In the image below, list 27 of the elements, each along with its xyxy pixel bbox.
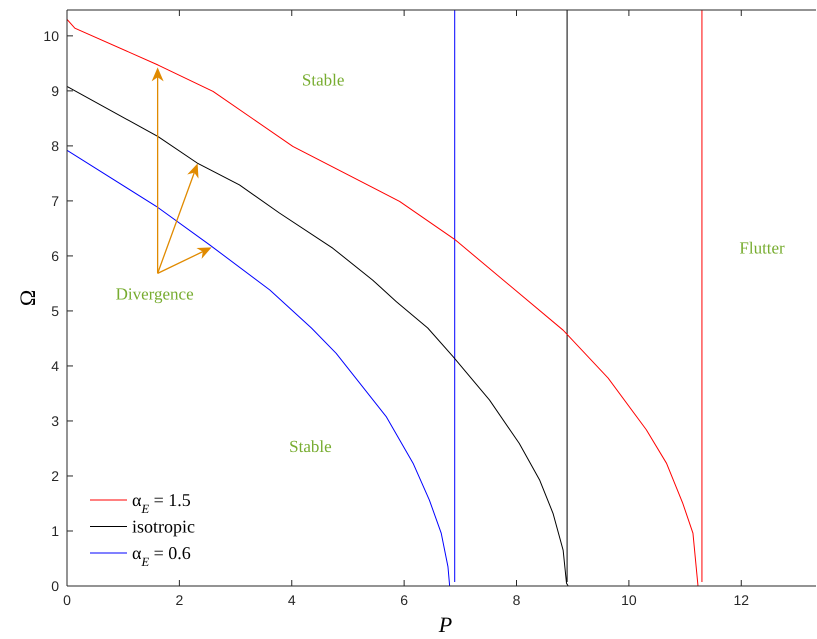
annotation: Stable bbox=[289, 437, 332, 456]
legend-label: isotropic bbox=[132, 516, 195, 536]
x-tick-label: 2 bbox=[175, 592, 184, 608]
annotation: Stable bbox=[302, 70, 344, 90]
legend-label: α$_{E}$ = 0.6 bbox=[132, 543, 191, 569]
y-tick-label: 3 bbox=[51, 412, 60, 429]
y-tick-label: 8 bbox=[51, 138, 60, 154]
x-tick-label: 0 bbox=[63, 592, 72, 608]
y-tick-label: 5 bbox=[51, 302, 60, 319]
y-tick-label: 0 bbox=[51, 578, 60, 594]
y-tick-label: 2 bbox=[51, 468, 60, 484]
legend-label: α$_{E}$ = 1.5 bbox=[132, 490, 191, 516]
y-axis-title: Ω bbox=[15, 290, 40, 306]
x-tick-label: 6 bbox=[400, 592, 408, 608]
y-tick-label: 6 bbox=[51, 248, 60, 264]
x-tick-label: 10 bbox=[621, 592, 637, 608]
x-tick-label: 4 bbox=[288, 592, 296, 608]
x-axis-title: P bbox=[438, 612, 452, 637]
y-tick-label: 1 bbox=[51, 522, 60, 539]
y-tick-label: 4 bbox=[51, 358, 60, 374]
y-tick-label: 7 bbox=[51, 192, 60, 209]
y-tick-label: 9 bbox=[51, 82, 60, 99]
annotation: Flutter bbox=[739, 238, 786, 258]
x-tick-label: 8 bbox=[512, 592, 521, 608]
annotation: Divergence bbox=[116, 284, 194, 304]
y-tick-label: 10 bbox=[43, 28, 60, 44]
x-tick-label: 12 bbox=[733, 592, 750, 608]
